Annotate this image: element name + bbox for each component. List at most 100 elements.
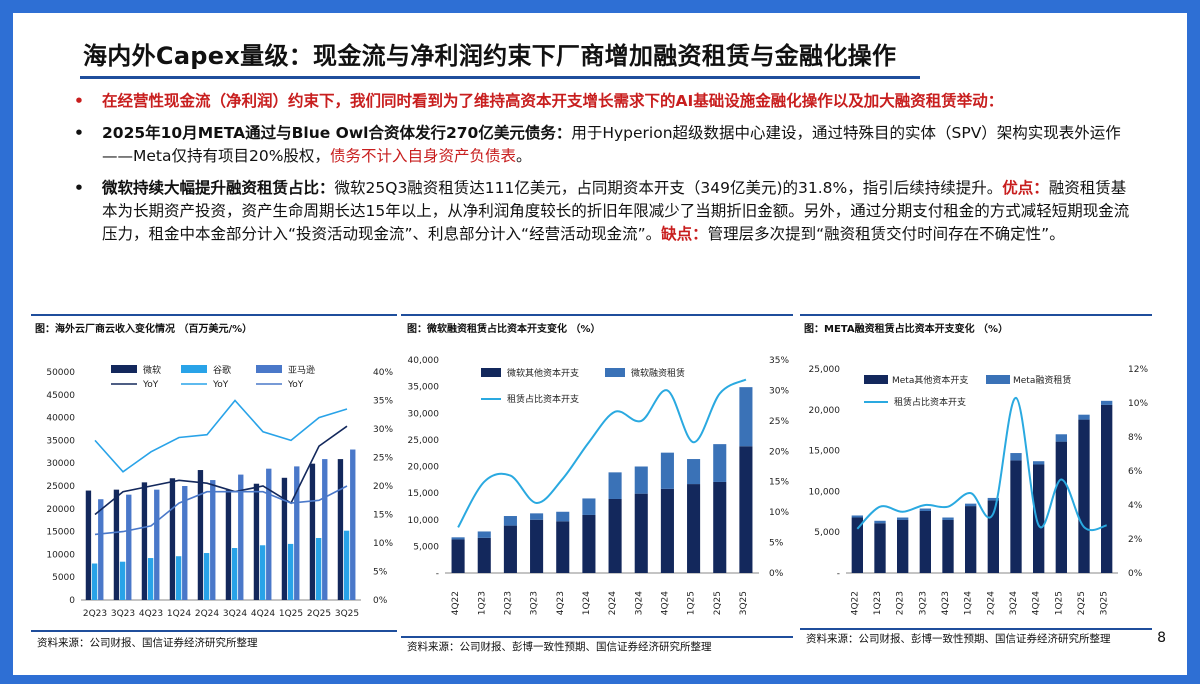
x-tick-label: 4Q24 bbox=[660, 591, 670, 616]
chart-source: 资料来源：公司财报、彭博一致性预期、国信证券经济研究所整理 bbox=[806, 633, 1111, 645]
x-tick-label: 4Q22 bbox=[451, 591, 461, 615]
bar-微软其他资本开支 bbox=[608, 498, 622, 573]
bar-微软 bbox=[253, 483, 260, 600]
bar-Meta融资租赁 bbox=[1010, 453, 1022, 461]
bar-谷歌 bbox=[119, 561, 126, 600]
x-tick-label: 4Q23 bbox=[139, 609, 163, 619]
y-tick-label-right: 12% bbox=[1128, 365, 1148, 375]
bar-亚马逊 bbox=[322, 459, 328, 600]
y-tick-label-left: 5,000 bbox=[413, 542, 439, 552]
legend-label: Meta融资租赁 bbox=[1013, 374, 1071, 386]
bar-微软其他资本开支 bbox=[530, 519, 544, 573]
bullet-meta: • 2025年10月META通过与Blue Owl合资体发行270亿美元债务：用… bbox=[72, 122, 1132, 168]
lease-ratio-line bbox=[457, 378, 747, 528]
x-tick-label: 4Q24 bbox=[1032, 591, 1042, 616]
chart-source: 资料来源：公司财报、彭博一致性预期、国信证券经济研究所整理 bbox=[407, 641, 712, 653]
x-tick-label: 3Q25 bbox=[1100, 591, 1110, 615]
x-tick-label: 4Q23 bbox=[556, 591, 566, 615]
frame-right-border bbox=[1187, 0, 1200, 684]
x-tick-label: 4Q23 bbox=[941, 591, 951, 615]
bar-Meta融资租赁 bbox=[1101, 400, 1113, 405]
x-tick-label: 4Q24 bbox=[251, 609, 276, 619]
bar-微软融资租赁 bbox=[634, 466, 648, 494]
msft-text-1: 微软25Q3融资租赁达111亿美元，占同期资本开支（349亿美元)的31.8%，… bbox=[334, 179, 1003, 197]
y-tick-label-right: 5% bbox=[769, 539, 784, 549]
panel-bottom-rule bbox=[800, 628, 1152, 630]
x-tick-label: 1Q25 bbox=[1054, 591, 1064, 615]
legend-swatch bbox=[111, 365, 137, 373]
y-tick-label-left: 20,000 bbox=[408, 463, 440, 473]
x-tick-label: 3Q24 bbox=[223, 609, 248, 619]
y-tick-label-left: - bbox=[436, 569, 439, 579]
x-tick-label: 1Q24 bbox=[167, 609, 192, 619]
legend-label: Meta其他资本开支 bbox=[892, 374, 968, 386]
y-tick-label-right: 30% bbox=[373, 425, 393, 435]
bar-谷歌 bbox=[315, 537, 322, 600]
bar-亚马逊 bbox=[238, 474, 244, 600]
y-tick-label-right: 5% bbox=[373, 568, 388, 578]
title-underline bbox=[80, 76, 920, 79]
bar-亚马逊 bbox=[98, 499, 104, 600]
x-tick-label: 1Q25 bbox=[687, 591, 697, 615]
x-tick-label: 1Q25 bbox=[279, 609, 303, 619]
bar-微软融资租赁 bbox=[608, 472, 622, 499]
bar-微软融资租赁 bbox=[556, 511, 570, 522]
frame-bottom-border bbox=[0, 675, 1200, 684]
y-tick-label-right: 40% bbox=[373, 368, 393, 378]
y-tick-label-left: - bbox=[837, 569, 840, 579]
chart-caption: 图：META融资租赁占比资本开支变化 （%） bbox=[804, 324, 1009, 335]
bar-亚马逊 bbox=[350, 449, 356, 600]
bar-微软融资租赁 bbox=[582, 498, 596, 515]
msft-lease-chart: - 5,000 10,000 15,000 20,000 25,000 30,000 35,0… bbox=[408, 356, 790, 616]
bar-微软 bbox=[169, 478, 176, 600]
chart-caption: 图：微软融资租赁占比资本开支变化 （%） bbox=[407, 324, 601, 335]
bar-微软融资租赁 bbox=[660, 452, 674, 489]
y-tick-label-right: 20% bbox=[769, 447, 789, 457]
bar-Meta融资租赁 bbox=[851, 515, 863, 518]
frame-left-border bbox=[0, 0, 13, 684]
bar-微软其他资本开支 bbox=[477, 537, 491, 573]
bar-微软融资租赁 bbox=[739, 387, 753, 447]
legend-swatch bbox=[256, 365, 282, 373]
bar-微软 bbox=[225, 490, 232, 600]
x-tick-label: 3Q24 bbox=[1009, 591, 1019, 616]
y-tick-label-right: 0% bbox=[769, 569, 784, 579]
y-tick-label-left: 35,000 bbox=[408, 383, 440, 393]
y-tick-label-right: 10% bbox=[769, 508, 789, 518]
bar-微软融资租赁 bbox=[687, 459, 701, 485]
bar-微软其他资本开支 bbox=[660, 488, 674, 573]
bullet-microsoft: • 微软持续大幅提升融资租赁占比：微软25Q3融资租赁达111亿美元，占同期资本… bbox=[72, 177, 1132, 246]
y-tick-label-left: 15,000 bbox=[809, 447, 841, 457]
bar-Meta融资租赁 bbox=[987, 497, 999, 501]
pro-label: 优点： bbox=[1002, 179, 1049, 197]
lease-ratio-line bbox=[856, 396, 1107, 532]
bar-微软 bbox=[281, 477, 288, 600]
x-tick-label: 2Q23 bbox=[83, 609, 107, 619]
bar-亚马逊 bbox=[126, 494, 132, 600]
legend-label: 微软其他资本开支 bbox=[507, 367, 579, 379]
cloud-revenue-chart: 0 5000 10000 15000 20000 25000 30000 35000 40000… bbox=[46, 364, 393, 619]
frame-top-border bbox=[0, 0, 1200, 13]
x-tick-label: 2Q25 bbox=[713, 591, 723, 615]
x-tick-label: 3Q23 bbox=[530, 591, 540, 615]
x-tick-label: 1Q23 bbox=[873, 591, 883, 615]
bar-亚马逊 bbox=[182, 486, 188, 600]
y-tick-label-right: 8% bbox=[1128, 433, 1143, 443]
y-tick-label-right: 15% bbox=[373, 511, 393, 521]
y-tick-label-left: 0 bbox=[69, 596, 75, 606]
chart-source: 资料来源：公司财报、国信证券经济研究所整理 bbox=[37, 637, 258, 649]
bullet-dot: • bbox=[74, 92, 84, 110]
y-tick-label-right: 35% bbox=[769, 356, 789, 366]
bar-谷歌 bbox=[147, 558, 154, 600]
x-tick-label: 4Q22 bbox=[850, 591, 860, 615]
bar-Meta其他资本开支 bbox=[1055, 441, 1067, 573]
x-tick-label: 2Q24 bbox=[986, 591, 996, 616]
y-tick-label-left: 20,000 bbox=[809, 406, 841, 416]
y-tick-label-right: 2% bbox=[1128, 535, 1143, 545]
bar-Meta融资租赁 bbox=[942, 517, 954, 520]
bar-谷歌 bbox=[287, 543, 294, 600]
meta-lead: 2025年10月META通过与Blue Owl合资体发行270亿美元债务： bbox=[102, 124, 572, 142]
bullet-dot: • bbox=[74, 179, 84, 197]
bar-Meta其他资本开支 bbox=[987, 500, 999, 573]
x-tick-label: 2Q24 bbox=[608, 591, 618, 616]
